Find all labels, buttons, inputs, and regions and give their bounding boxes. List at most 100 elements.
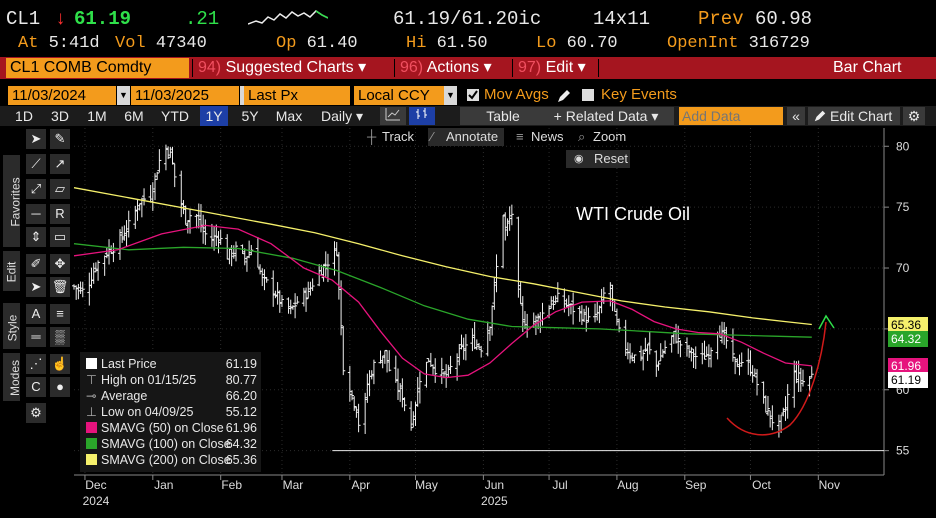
select-icon[interactable]: ➤ — [26, 277, 46, 297]
news-button[interactable]: ≡ News — [513, 128, 564, 146]
x-tick-label: Jul — [552, 478, 567, 492]
x-tick-label: Oct — [752, 478, 771, 492]
period-6m[interactable]: 6M — [124, 108, 144, 124]
move-icon[interactable]: ✥ — [50, 254, 70, 274]
ray-icon[interactable]: ↗ — [50, 154, 70, 174]
crosshair-icon: ┼ — [367, 129, 377, 144]
measure-icon[interactable]: ⇕ — [26, 227, 46, 247]
gear-icon[interactable]: ⚙ — [903, 107, 925, 125]
sma200-price-tag: 65.36 — [888, 316, 928, 333]
period-ytd[interactable]: YTD — [161, 108, 189, 124]
collapse-chevron-icon[interactable]: « — [787, 107, 805, 125]
trendline-icon[interactable]: ⟋ — [26, 154, 46, 174]
period-1d[interactable]: 1D — [15, 108, 33, 124]
zoom-button[interactable]: ⌕ Zoom — [575, 128, 626, 146]
add-data-input[interactable] — [679, 107, 783, 125]
tab-style[interactable]: Style — [3, 303, 20, 349]
legend-label: Last Price — [101, 357, 157, 371]
related-data-button[interactable]: + Related Data ▾ — [538, 107, 674, 125]
zoom-label: Zoom — [593, 129, 627, 144]
lo-value: 60.70 — [566, 34, 618, 53]
retracement-icon[interactable]: R — [50, 204, 70, 224]
date-range-row: 11/03/2024 ▼ - 11/03/2025 ▼ Last Px Loca… — [0, 86, 936, 105]
legend-sma200: SMAVG (200) on Close 65.36 — [86, 452, 257, 468]
annotate-button[interactable]: ⁄ Annotate — [428, 128, 504, 146]
channel-icon[interactable]: ▱ — [50, 179, 70, 199]
x-tick-label: Dec — [85, 478, 106, 492]
pen-icon[interactable]: ✎ — [50, 129, 70, 149]
bid-ask-suffix: ic — [518, 8, 542, 30]
pencil-icon[interactable] — [556, 88, 572, 104]
tab-modes[interactable]: Modes — [3, 353, 22, 401]
horizontal-line-icon[interactable]: ─ — [26, 204, 46, 224]
currency-dropdown-icon[interactable]: ▼ — [444, 86, 457, 105]
pointer-icon[interactable]: ➤ — [26, 129, 46, 149]
security-field[interactable]: CL1 COMB Comdty — [6, 58, 189, 78]
y-tick-label: 80 — [896, 139, 910, 153]
trash-icon[interactable]: 🗑 — [50, 277, 70, 297]
hi-value: 61.50 — [436, 34, 488, 53]
period-5y[interactable]: 5Y — [241, 108, 259, 124]
tab-edit[interactable]: Edit — [3, 251, 20, 291]
prev-value: 60.98 — [755, 8, 813, 30]
line-style-icon[interactable]: ≡ — [50, 304, 70, 324]
reset-button[interactable]: ◉ Reset — [566, 150, 630, 168]
hand-icon[interactable]: ☝ — [50, 354, 70, 374]
legend-label: SMAVG (100) on Close — [101, 437, 231, 451]
draw-pen-icon[interactable]: ✐ — [26, 254, 46, 274]
high-price: Hi 61.50 — [406, 34, 488, 56]
legend-value: 55.12 — [225, 405, 257, 419]
table-button[interactable]: Table — [460, 107, 546, 125]
color-icon[interactable]: ▒ — [50, 327, 70, 347]
palette-icon[interactable]: ● — [50, 377, 70, 397]
menu-number: 94) — [198, 59, 222, 76]
bar-chart-icon[interactable] — [409, 107, 435, 125]
menu-number: 96) — [400, 59, 424, 76]
last-price-tag: 61.19 — [888, 371, 928, 388]
track-label: Track — [382, 129, 415, 144]
suggested-charts-menu[interactable]: 94) Suggested Charts ▾ — [198, 57, 366, 79]
price-field-select[interactable]: Last Px — [244, 86, 350, 105]
period-3d[interactable]: 3D — [51, 108, 69, 124]
start-date-dropdown-icon[interactable]: ▼ — [117, 86, 130, 105]
line-weight-icon[interactable]: ═ — [26, 327, 46, 347]
legend-swatch — [86, 438, 97, 449]
legend-swatch — [86, 358, 97, 369]
period-1m[interactable]: 1M — [87, 108, 107, 124]
tab-favorites[interactable]: Favorites — [3, 155, 23, 247]
edit-chart-button[interactable]: Edit Chart — [808, 107, 900, 125]
end-date-field[interactable]: 11/03/2025 — [131, 86, 239, 105]
vol-label: Vol — [115, 34, 146, 53]
settings-gear-icon[interactable]: ⚙ — [26, 403, 46, 423]
op-value: 61.40 — [306, 34, 358, 53]
start-date-field[interactable]: 11/03/2024 — [8, 86, 116, 105]
divider — [394, 59, 395, 77]
rectangle-icon[interactable]: ▭ — [50, 227, 70, 247]
legend-value: 65.36 — [225, 453, 257, 467]
currency-select[interactable]: Local CCY — [354, 86, 444, 105]
annotation-arrow — [726, 321, 827, 436]
drawing-tools-panel: Favorites Edit Style Modes ➤ ✎ ⟋ ↗ ⤢ ▱ ─… — [0, 127, 76, 427]
track-button[interactable]: ┼ Track — [364, 128, 414, 146]
dashed-line-icon[interactable]: ⋰ — [26, 354, 46, 374]
legend-high: ⊤ High on 01/15/25 80.77 — [86, 372, 257, 388]
line-chart-icon[interactable] — [380, 107, 406, 125]
edit-menu[interactable]: 97) Edit ▾ — [518, 57, 586, 79]
lo-label: Lo — [536, 34, 557, 53]
key-events-label: Key Events — [601, 86, 677, 103]
magnet-icon[interactable]: C — [26, 377, 46, 397]
frequency-select[interactable]: Daily ▾ — [320, 108, 364, 124]
chart-legend[interactable]: Last Price 61.19 ⊤ High on 01/15/25 80.77 ⊸… — [80, 352, 261, 472]
period-1y[interactable]: 1Y — [200, 106, 228, 126]
legend-last-price: Last Price 61.19 — [86, 356, 257, 372]
menu-label: Actions ▾ — [426, 59, 492, 76]
text-tool-icon[interactable]: A — [26, 304, 46, 324]
actions-menu[interactable]: 96) Actions ▾ — [400, 57, 492, 79]
period-max[interactable]: Max — [275, 108, 303, 124]
sma100-price-tag: 64.32 — [888, 330, 928, 347]
mov-avgs-checkbox[interactable] — [467, 89, 479, 101]
key-events-checkbox[interactable] — [582, 89, 594, 101]
news-icon: ≡ — [516, 129, 524, 144]
segment-icon[interactable]: ⤢ — [26, 179, 46, 199]
